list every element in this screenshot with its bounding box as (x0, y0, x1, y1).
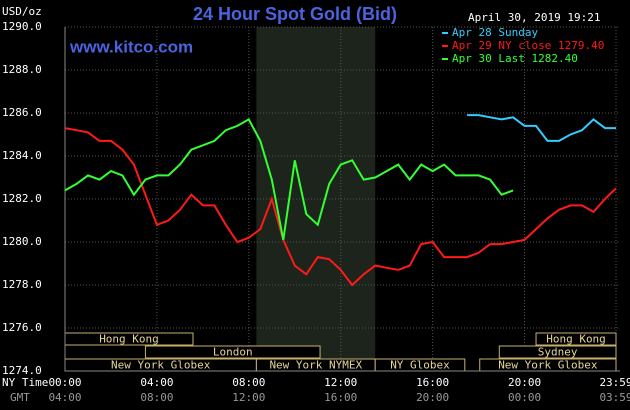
x-tick-label: 04:00 (140, 376, 173, 389)
y-tick-label: 1276.0 (2, 321, 42, 334)
x2-tick-label: 20:00 (416, 391, 449, 404)
chart-title: 24 Hour Spot Gold (Bid) (193, 4, 397, 24)
legend-label: Apr 29 NY close 1279.40 (452, 39, 604, 52)
source-label: www.kitco.com (69, 37, 193, 56)
y-tick-label: 1274.0 (2, 364, 42, 377)
x-tick-label: 23:59 (599, 376, 630, 389)
shaded-session (256, 27, 376, 371)
y-tick-label: 1288.0 (2, 63, 42, 76)
session-label: New York Globex (498, 359, 598, 372)
unit-label: USD/oz (2, 5, 42, 18)
y-tick-label: 1280.0 (2, 235, 42, 248)
session-label: Sydney (538, 346, 578, 359)
series-line (64, 118, 514, 241)
session-label: London (213, 346, 253, 359)
session-box (498, 345, 617, 359)
x2-tick-label: 08:00 (140, 391, 173, 404)
x-tick-label: 12:00 (324, 376, 357, 389)
timestamp: April 30, 2019 19:21 (468, 11, 600, 24)
x2-tick-label: 12:00 (232, 391, 265, 404)
series-line (64, 127, 617, 287)
x-tick-label: 20:00 (508, 376, 541, 389)
x2-tick-label: 00:00 (508, 391, 541, 404)
x2-row-label: GMT (10, 391, 30, 404)
x-row-label: NY Time (2, 376, 48, 389)
session-label: Hong Kong (99, 333, 159, 346)
y-tick-label: 1286.0 (2, 106, 42, 119)
legend-label: Apr 30 Last 1282.40 (452, 52, 578, 65)
x2-tick-label: 03:59 (599, 391, 630, 404)
y-tick-label: 1284.0 (2, 149, 42, 162)
y-tick-label: 1282.0 (2, 192, 42, 205)
session-label: Hong Kong (546, 333, 606, 346)
session-label: New York NYMEX (269, 359, 362, 372)
y-tick-label: 1278.0 (2, 278, 42, 291)
x-tick-label: 16:00 (416, 376, 449, 389)
y-tick-label: 1290.0 (2, 20, 42, 33)
series-line (467, 114, 616, 142)
x-tick-label: 00:00 (48, 376, 81, 389)
legend-label: Apr 28 Sunday (452, 26, 538, 39)
session-label: NY Globex (390, 359, 450, 372)
session-box (535, 332, 617, 346)
session-box (144, 345, 321, 359)
session-label: New York Globex (111, 359, 211, 372)
x-tick-label: 08:00 (232, 376, 265, 389)
x2-tick-label: 16:00 (324, 391, 357, 404)
x2-tick-label: 04:00 (48, 391, 81, 404)
